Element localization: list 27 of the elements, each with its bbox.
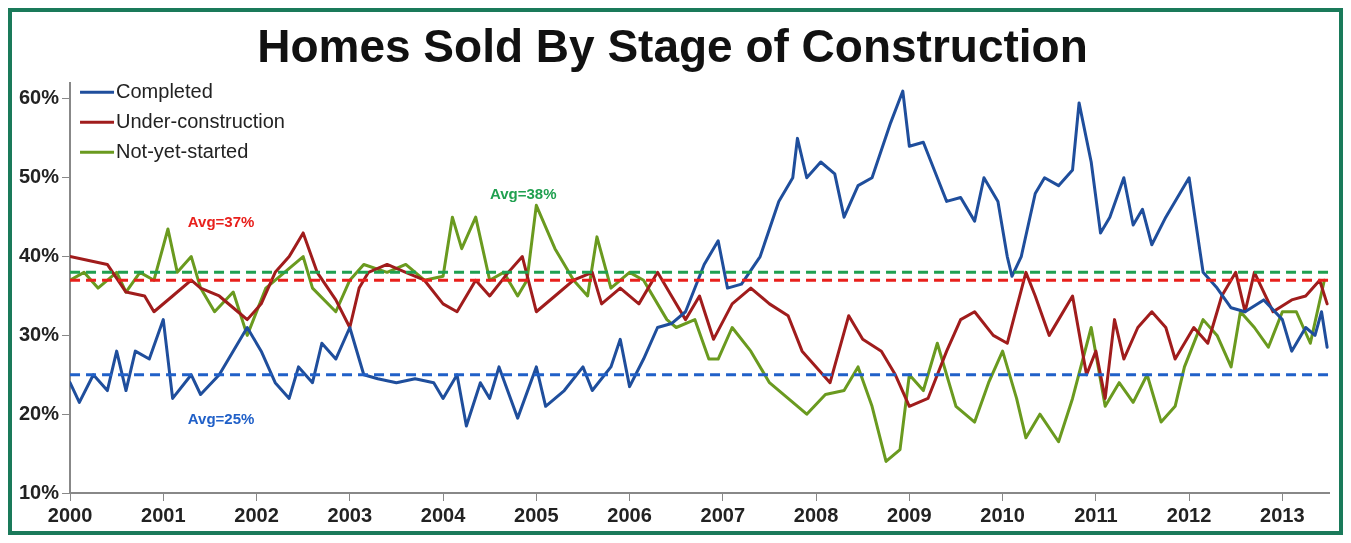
- x-tick-label: 2011: [1074, 503, 1118, 526]
- x-tick-label: 2012: [1166, 503, 1212, 526]
- ref-line-label: Avg=25%: [187, 410, 255, 428]
- y-tick-label: 60%: [19, 86, 60, 109]
- ref-line-label: Avg=38%: [489, 184, 557, 202]
- ref-line-label: Avg=37%: [187, 212, 255, 230]
- x-tick-label: 2001: [141, 503, 186, 526]
- x-tick-label: 2003: [327, 503, 373, 526]
- y-tick-label: 50%: [19, 165, 60, 188]
- legend-label: Completed: [116, 79, 213, 102]
- x-tick-label: 2006: [607, 503, 652, 526]
- x-tick-label: 2010: [980, 503, 1025, 526]
- x-tick-label: 2002: [234, 503, 279, 526]
- x-tick-label: 2007: [700, 503, 746, 526]
- y-tick-label: 30%: [19, 322, 60, 345]
- legend-label: Not-yet-started: [116, 139, 249, 162]
- x-tick-label: 2009: [887, 503, 932, 526]
- x-tick-label: 2013: [1260, 503, 1305, 526]
- x-tick-label: 2005: [514, 503, 559, 526]
- chart-title: Homes Sold By Stage of Construction: [257, 20, 1088, 73]
- y-tick-label: 20%: [19, 401, 60, 424]
- y-tick-label: 40%: [19, 244, 60, 267]
- legend-label: Under-construction: [116, 109, 285, 132]
- x-tick-label: 2000: [47, 503, 93, 526]
- x-tick-label: 2004: [420, 503, 467, 526]
- x-tick-label: 2008: [793, 503, 839, 526]
- y-tick-label: 10%: [19, 480, 60, 503]
